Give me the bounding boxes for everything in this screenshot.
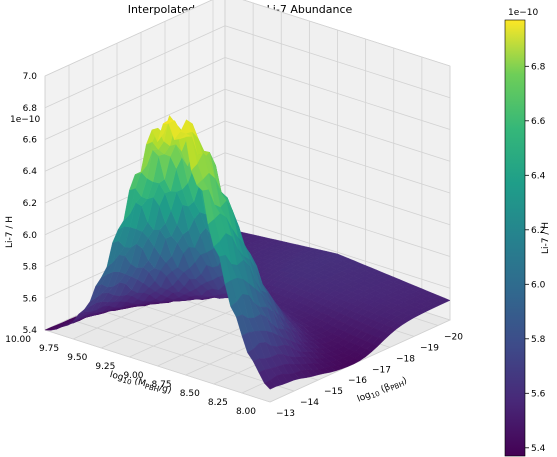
z-tick-label: 6.6	[23, 136, 38, 146]
z-tick-label: 7.0	[23, 72, 38, 82]
colorbar-label: Li-7 / H	[541, 222, 551, 254]
colorbar-tick-label: 6.8	[531, 62, 546, 72]
z-tick-label: 6.4	[23, 167, 38, 177]
z-tick-label: 5.4	[23, 326, 38, 336]
y-tick-label: −13	[276, 409, 295, 419]
y-tick-label: −19	[420, 343, 439, 353]
x-tick-label: 9.75	[39, 344, 59, 354]
y-tick-label: −15	[324, 387, 343, 397]
y-tick-label: −18	[396, 354, 415, 364]
z-tick-label: 6.0	[23, 231, 38, 241]
colorbar-tick-label: 5.6	[531, 389, 546, 399]
x-tick-label: 8.50	[180, 389, 200, 399]
colorbar-scale-label: 1e−10	[508, 8, 539, 18]
x-tick-label: 8.00	[236, 407, 256, 417]
colorbar-ticks: 5.45.65.86.06.26.46.66.8	[525, 62, 546, 454]
x-tick-label: 8.25	[208, 398, 228, 408]
colorbar-tick-label: 6.4	[531, 171, 546, 181]
z-tick-label: 6.8	[23, 104, 38, 114]
z-tick-label: 5.8	[23, 263, 38, 273]
y-tick-label: −14	[300, 398, 319, 408]
z-scale-label: 1e−10	[10, 115, 41, 125]
colorbar-tick-label: 5.8	[531, 335, 546, 345]
z-tick-label: 6.2	[23, 199, 37, 209]
y-tick-label: −16	[348, 376, 367, 386]
colorbar-tick-label: 6.6	[531, 117, 546, 127]
y-tick-label: −20	[444, 333, 463, 343]
z-axis-label: Li-7 / H	[5, 216, 15, 248]
x-tick-label: 10.00	[5, 335, 31, 345]
z-tick-label: 5.6	[23, 294, 38, 304]
colorbar-tick-label: 6.0	[531, 280, 546, 290]
y-tick-label: −17	[372, 365, 391, 375]
colorbar	[505, 20, 525, 456]
x-tick-label: 9.50	[67, 353, 87, 363]
colorbar-tick-label: 5.4	[531, 444, 546, 454]
